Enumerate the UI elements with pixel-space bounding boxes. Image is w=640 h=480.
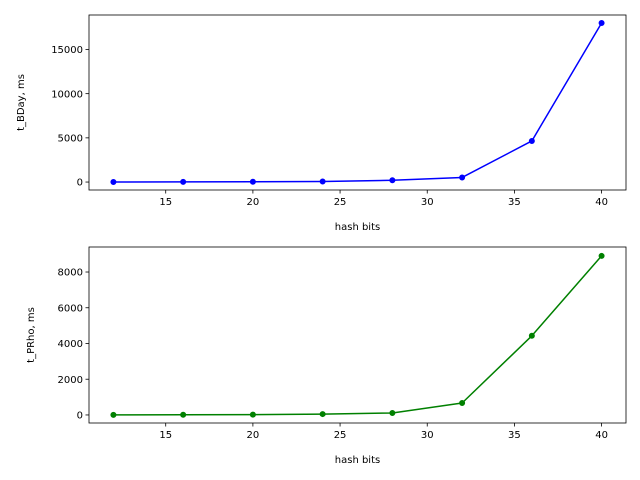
- bday-y-axis-label: t_BDay, ms: [16, 74, 27, 131]
- prho-data-point: [180, 411, 187, 418]
- bday-x-tick-label: 30: [421, 197, 434, 208]
- bday-x-axis-label: hash bits: [335, 222, 380, 233]
- bday-data-point: [598, 19, 605, 26]
- bday-series-line: [113, 22, 603, 183]
- prho-x-tick-label: 40: [595, 430, 608, 441]
- prho-y-axis-label: t_PRho, ms: [26, 307, 37, 363]
- bday-y-tick-label: 5000: [58, 133, 83, 144]
- bday-x-tick-label: 20: [247, 197, 260, 208]
- bday-x-tick-label: 25: [334, 197, 347, 208]
- prho-y-tick-label: 6000: [58, 303, 83, 314]
- bday-data-point: [528, 137, 535, 144]
- bday-data-point: [319, 178, 326, 185]
- bday-plot-frame: [88, 14, 627, 191]
- prho-y-tick-label: 0: [77, 411, 83, 422]
- bday-chart: 15 20 25 30 35 40 0 5000 10000 15000 hash bits t_BD…: [16, 14, 627, 233]
- bday-x-tick-label: 35: [508, 197, 521, 208]
- bday-y-tick-label: 0: [77, 178, 83, 189]
- prho-data-point: [598, 252, 605, 259]
- bday-data-point: [459, 174, 466, 181]
- prho-data-point: [110, 411, 117, 418]
- prho-x-tick-label: 35: [508, 430, 521, 441]
- prho-x-tick-label: 15: [159, 430, 172, 441]
- prho-series-line: [113, 255, 603, 416]
- bday-y-tick-label: 10000: [51, 89, 83, 100]
- prho-y-tick-label: 4000: [58, 339, 83, 350]
- prho-y-tick-label: 8000: [58, 268, 83, 279]
- prho-data-point: [319, 411, 326, 418]
- prho-x-axis-label: hash bits: [335, 455, 380, 466]
- prho-data-point: [249, 411, 256, 418]
- bday-y-tick-label: 15000: [51, 45, 83, 56]
- bday-data-point: [249, 178, 256, 185]
- prho-data-point: [459, 399, 466, 406]
- prho-x-tick-label: 30: [421, 430, 434, 441]
- bday-data-point: [389, 177, 396, 184]
- bday-data-point: [180, 178, 187, 185]
- prho-data-point: [389, 409, 396, 416]
- prho-chart: 15 20 25 30 35 40 0 2000 4000 6000 8000 hash bits t_…: [26, 246, 627, 466]
- prho-x-tick-label: 20: [247, 430, 260, 441]
- bday-data-point: [110, 178, 117, 185]
- prho-data-point: [528, 332, 535, 339]
- bday-x-tick-label: 15: [159, 197, 172, 208]
- prho-plot-frame: [88, 246, 627, 424]
- prho-x-tick-label: 25: [334, 430, 347, 441]
- prho-y-tick-label: 2000: [58, 375, 83, 386]
- bday-x-tick-label: 40: [595, 197, 608, 208]
